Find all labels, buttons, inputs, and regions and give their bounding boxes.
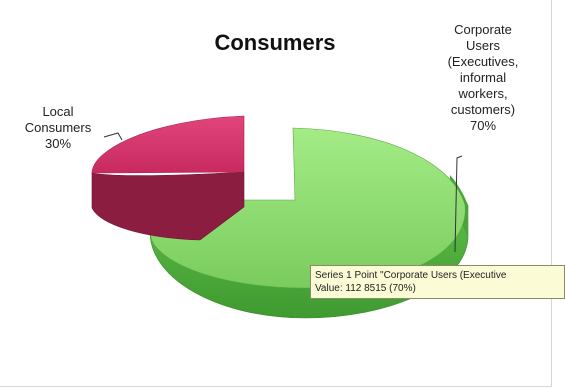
- chart-title: Consumers: [214, 30, 336, 55]
- label-corporate-users: Corporate Users (Executives, informal wo…: [447, 22, 519, 133]
- leader-line-corporate: [454, 155, 463, 253]
- data-point-tooltip: Series 1 Point "Corporate Users (Executi…: [310, 265, 565, 299]
- pie-slice-local[interactable]: [91, 115, 245, 241]
- leader-line-local: [103, 132, 123, 141]
- tooltip-series-line: Series 1 Point "Corporate Users (Executi…: [315, 270, 507, 281]
- tooltip-value-line: Value: 112 8515 (70%): [315, 283, 416, 294]
- label-local-consumers: Local Consumers 30%: [24, 104, 92, 151]
